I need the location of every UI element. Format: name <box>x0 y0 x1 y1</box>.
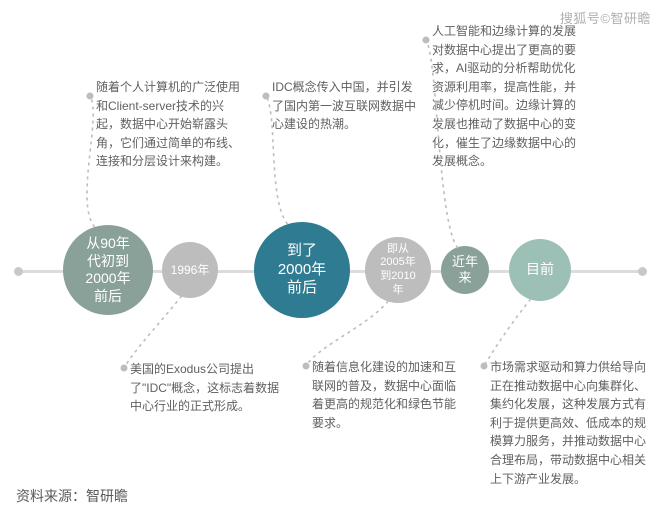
timeline-node-label: 近年来 <box>448 250 482 291</box>
timeline-node-1: 从90年代初到2000年前后 <box>63 225 153 315</box>
timeline-node-4: 即从2005年到2010年 <box>365 237 431 303</box>
timeline-endcap-left <box>14 267 23 276</box>
source-label: 资料来源：智研瞻 <box>16 486 128 506</box>
timeline-endcap-right <box>638 267 647 276</box>
timeline-node-label: 1996年 <box>167 259 214 282</box>
timeline-desc-6: 市场需求驱动和算力供给导向正在推动数据中心向集群化、集约化发展，这种发展方式有利… <box>490 358 650 488</box>
timeline-desc-2: 美国的Exodus公司提出了"IDC"概念，这标志着数据中心行业的正式形成。 <box>130 360 280 416</box>
timeline-node-2: 1996年 <box>162 242 218 298</box>
timeline-desc-4: 随着信息化建设的加速和互联网的普及，数据中心面临着更高的规范化和绿色节能要求。 <box>312 358 462 432</box>
timeline-node-3: 到了2000年前后 <box>254 222 350 318</box>
timeline-node-label: 即从2005年到2010年 <box>376 239 419 302</box>
timeline-node-5: 近年来 <box>441 246 489 294</box>
timeline-node-label: 从90年代初到2000年前后 <box>81 231 134 309</box>
timeline-node-label: 到了2000年前后 <box>274 238 330 302</box>
timeline-node-6: 目前 <box>509 239 571 301</box>
timeline-node-label: 目前 <box>522 257 558 283</box>
timeline-desc-1: 随着个人计算机的广泛使用和Client-server技术的兴起，数据中心开始崭露… <box>96 78 248 171</box>
timeline-desc-5: 人工智能和边缘计算的发展对数据中心提出了更高的要求，AI驱动的分析帮助优化资源利… <box>432 22 582 171</box>
timeline-desc-3: IDC概念传入中国，并引发了国内第一波互联网数据中心建设的热潮。 <box>272 78 422 134</box>
